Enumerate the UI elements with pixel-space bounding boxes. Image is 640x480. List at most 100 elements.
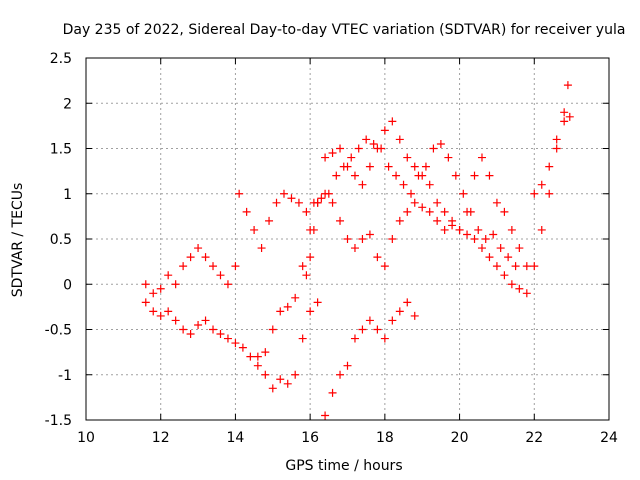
data-point [141,280,150,289]
data-point [216,330,225,339]
data-point [343,235,352,243]
data-point [343,162,352,171]
data-point [283,379,292,388]
data-point [407,189,416,198]
data-point [392,171,401,180]
data-point [171,280,180,289]
data-point [530,262,539,271]
data-point [231,262,240,271]
data-points [141,81,574,420]
data-point [522,289,531,298]
data-point [369,139,378,148]
data-point [388,235,397,243]
data-point [365,162,374,171]
data-point [507,280,516,289]
data-point [336,370,345,379]
x-tick-label: 18 [376,430,394,446]
data-point [179,325,188,334]
data-point [321,189,330,198]
y-tick-label: -1 [58,368,72,384]
data-point [313,298,322,307]
data-point [253,352,262,361]
data-point [365,230,374,239]
data-point [298,262,307,271]
x-tick-label: 12 [152,430,170,446]
series-track-c [253,81,572,361]
data-point [470,235,479,243]
data-point [451,171,460,180]
data-point [380,262,389,271]
axis-ticks [85,57,610,421]
data-point [537,225,546,234]
data-point [350,171,359,180]
data-point [403,298,412,307]
data-point [485,253,494,262]
data-point [216,271,225,280]
data-point [455,225,464,234]
data-point [410,162,419,171]
data-point [358,325,367,334]
data-point [336,144,345,153]
data-point [395,307,404,316]
data-point [246,352,255,361]
data-point [410,311,419,320]
data-point [317,194,326,203]
data-point [470,171,479,180]
data-point [354,144,363,153]
data-point [201,253,210,262]
data-point [164,307,173,316]
data-point [362,135,371,144]
data-point [425,180,434,189]
data-point [164,271,173,280]
data-point [477,153,486,162]
data-point [537,180,546,189]
data-point [489,230,498,239]
data-point [242,207,251,216]
data-point [429,144,438,153]
data-point [425,207,434,216]
data-point [276,307,285,316]
data-point [563,81,572,90]
y-tick-labels: -1.5 -1 -0.5 0 0.5 1 1.5 2 2.5 [45,51,72,429]
x-tick-labels: 10 12 14 16 18 20 22 24 [77,430,618,446]
data-point [380,334,389,343]
data-point [565,112,574,121]
data-point [261,370,270,379]
data-point [481,235,490,243]
data-point [231,339,240,348]
data-point [552,144,561,153]
data-point [328,198,337,207]
data-point [485,171,494,180]
x-axis-label: GPS time / hours [285,458,402,474]
y-tick-label: 2 [63,96,72,112]
data-point [399,180,408,189]
data-point [433,198,442,207]
data-point [347,153,356,162]
y-tick-label: 0.5 [50,232,72,248]
data-point [436,139,445,148]
data-point [235,189,244,198]
data-point [418,203,427,212]
data-point [156,311,165,320]
data-point [238,343,247,352]
data-point [302,271,311,280]
data-point [268,325,277,334]
data-point [530,189,539,198]
data-point [500,207,509,216]
y-tick-label: -0.5 [45,323,72,339]
data-point [448,216,457,225]
y-tick-label: 1.5 [50,142,72,158]
y-tick-label: 1 [63,187,72,203]
data-point [302,207,311,216]
data-point [179,262,188,271]
data-point [492,262,501,271]
data-point [545,189,554,198]
data-point [373,253,382,262]
chart-title: Day 235 of 2022, Sidereal Day-to-day VTE… [63,22,626,38]
data-point [350,244,359,253]
data-point [291,370,300,379]
data-point [358,180,367,189]
data-point [194,320,203,329]
data-point [373,144,382,153]
